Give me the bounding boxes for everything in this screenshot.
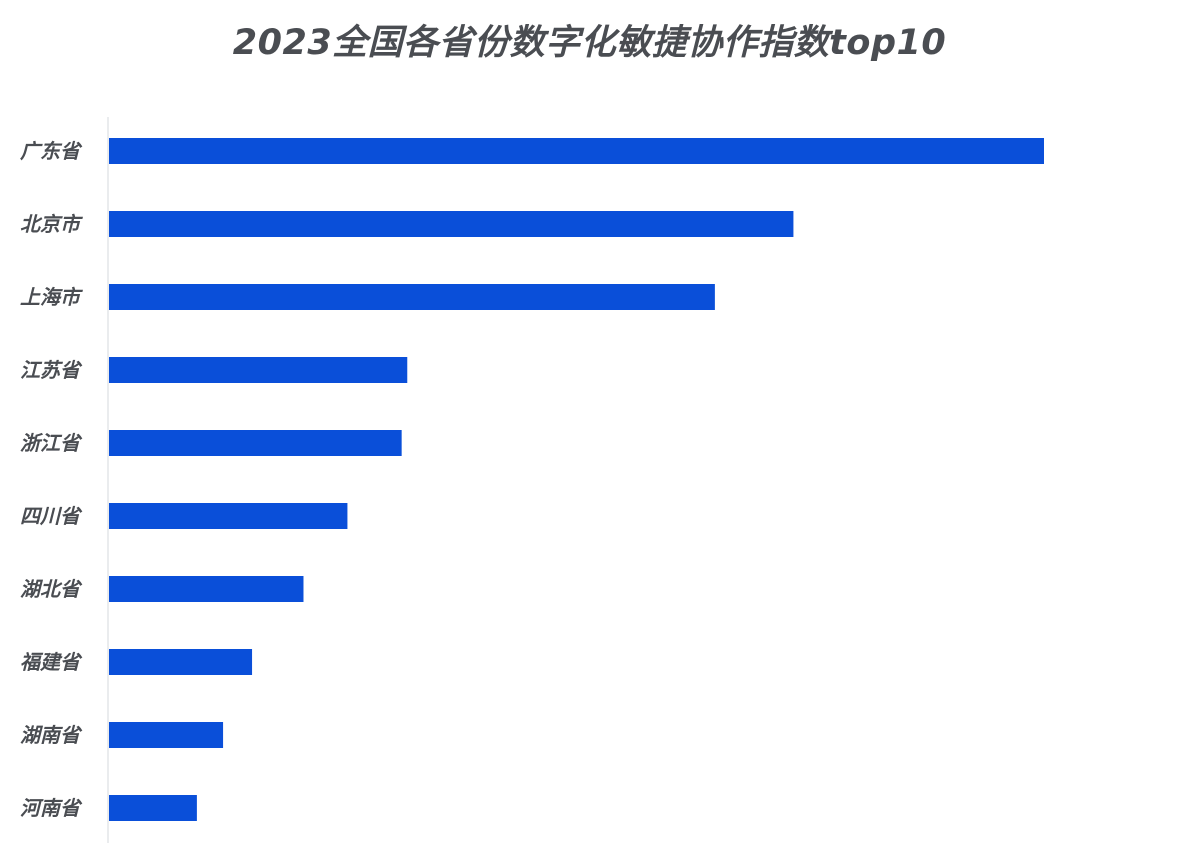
- category-label-4: 浙江省: [20, 431, 83, 455]
- category-label-5: 四川省: [20, 504, 83, 528]
- bar-1: [109, 211, 794, 237]
- bar-2: [109, 284, 715, 310]
- category-label-1: 北京市: [20, 212, 83, 236]
- category-label-7: 福建省: [20, 650, 83, 674]
- bar-4: [109, 430, 402, 456]
- bars-group: [109, 138, 1044, 821]
- bar-7: [109, 649, 253, 675]
- bar-9: [109, 795, 197, 821]
- category-label-6: 湖北省: [20, 577, 83, 601]
- bar-3: [109, 357, 408, 383]
- bar-6: [109, 576, 304, 602]
- category-label-8: 湖南省: [20, 723, 83, 747]
- chart-title: 2023全国各省份数字化敏捷协作指数top10: [232, 23, 947, 63]
- bar-0: [109, 138, 1044, 164]
- bar-8: [109, 722, 224, 748]
- category-label-9: 河南省: [20, 796, 83, 820]
- category-label-3: 江苏省: [20, 358, 83, 382]
- category-label-2: 上海市: [20, 285, 83, 309]
- bar-5: [109, 503, 348, 529]
- category-label-0: 广东省: [20, 139, 83, 163]
